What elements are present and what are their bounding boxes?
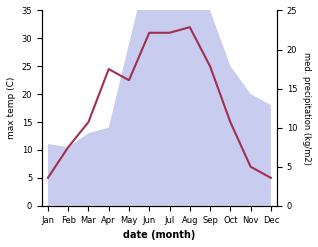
X-axis label: date (month): date (month) <box>123 230 196 240</box>
Y-axis label: max temp (C): max temp (C) <box>7 77 16 139</box>
Y-axis label: med. precipitation (kg/m2): med. precipitation (kg/m2) <box>302 52 311 165</box>
